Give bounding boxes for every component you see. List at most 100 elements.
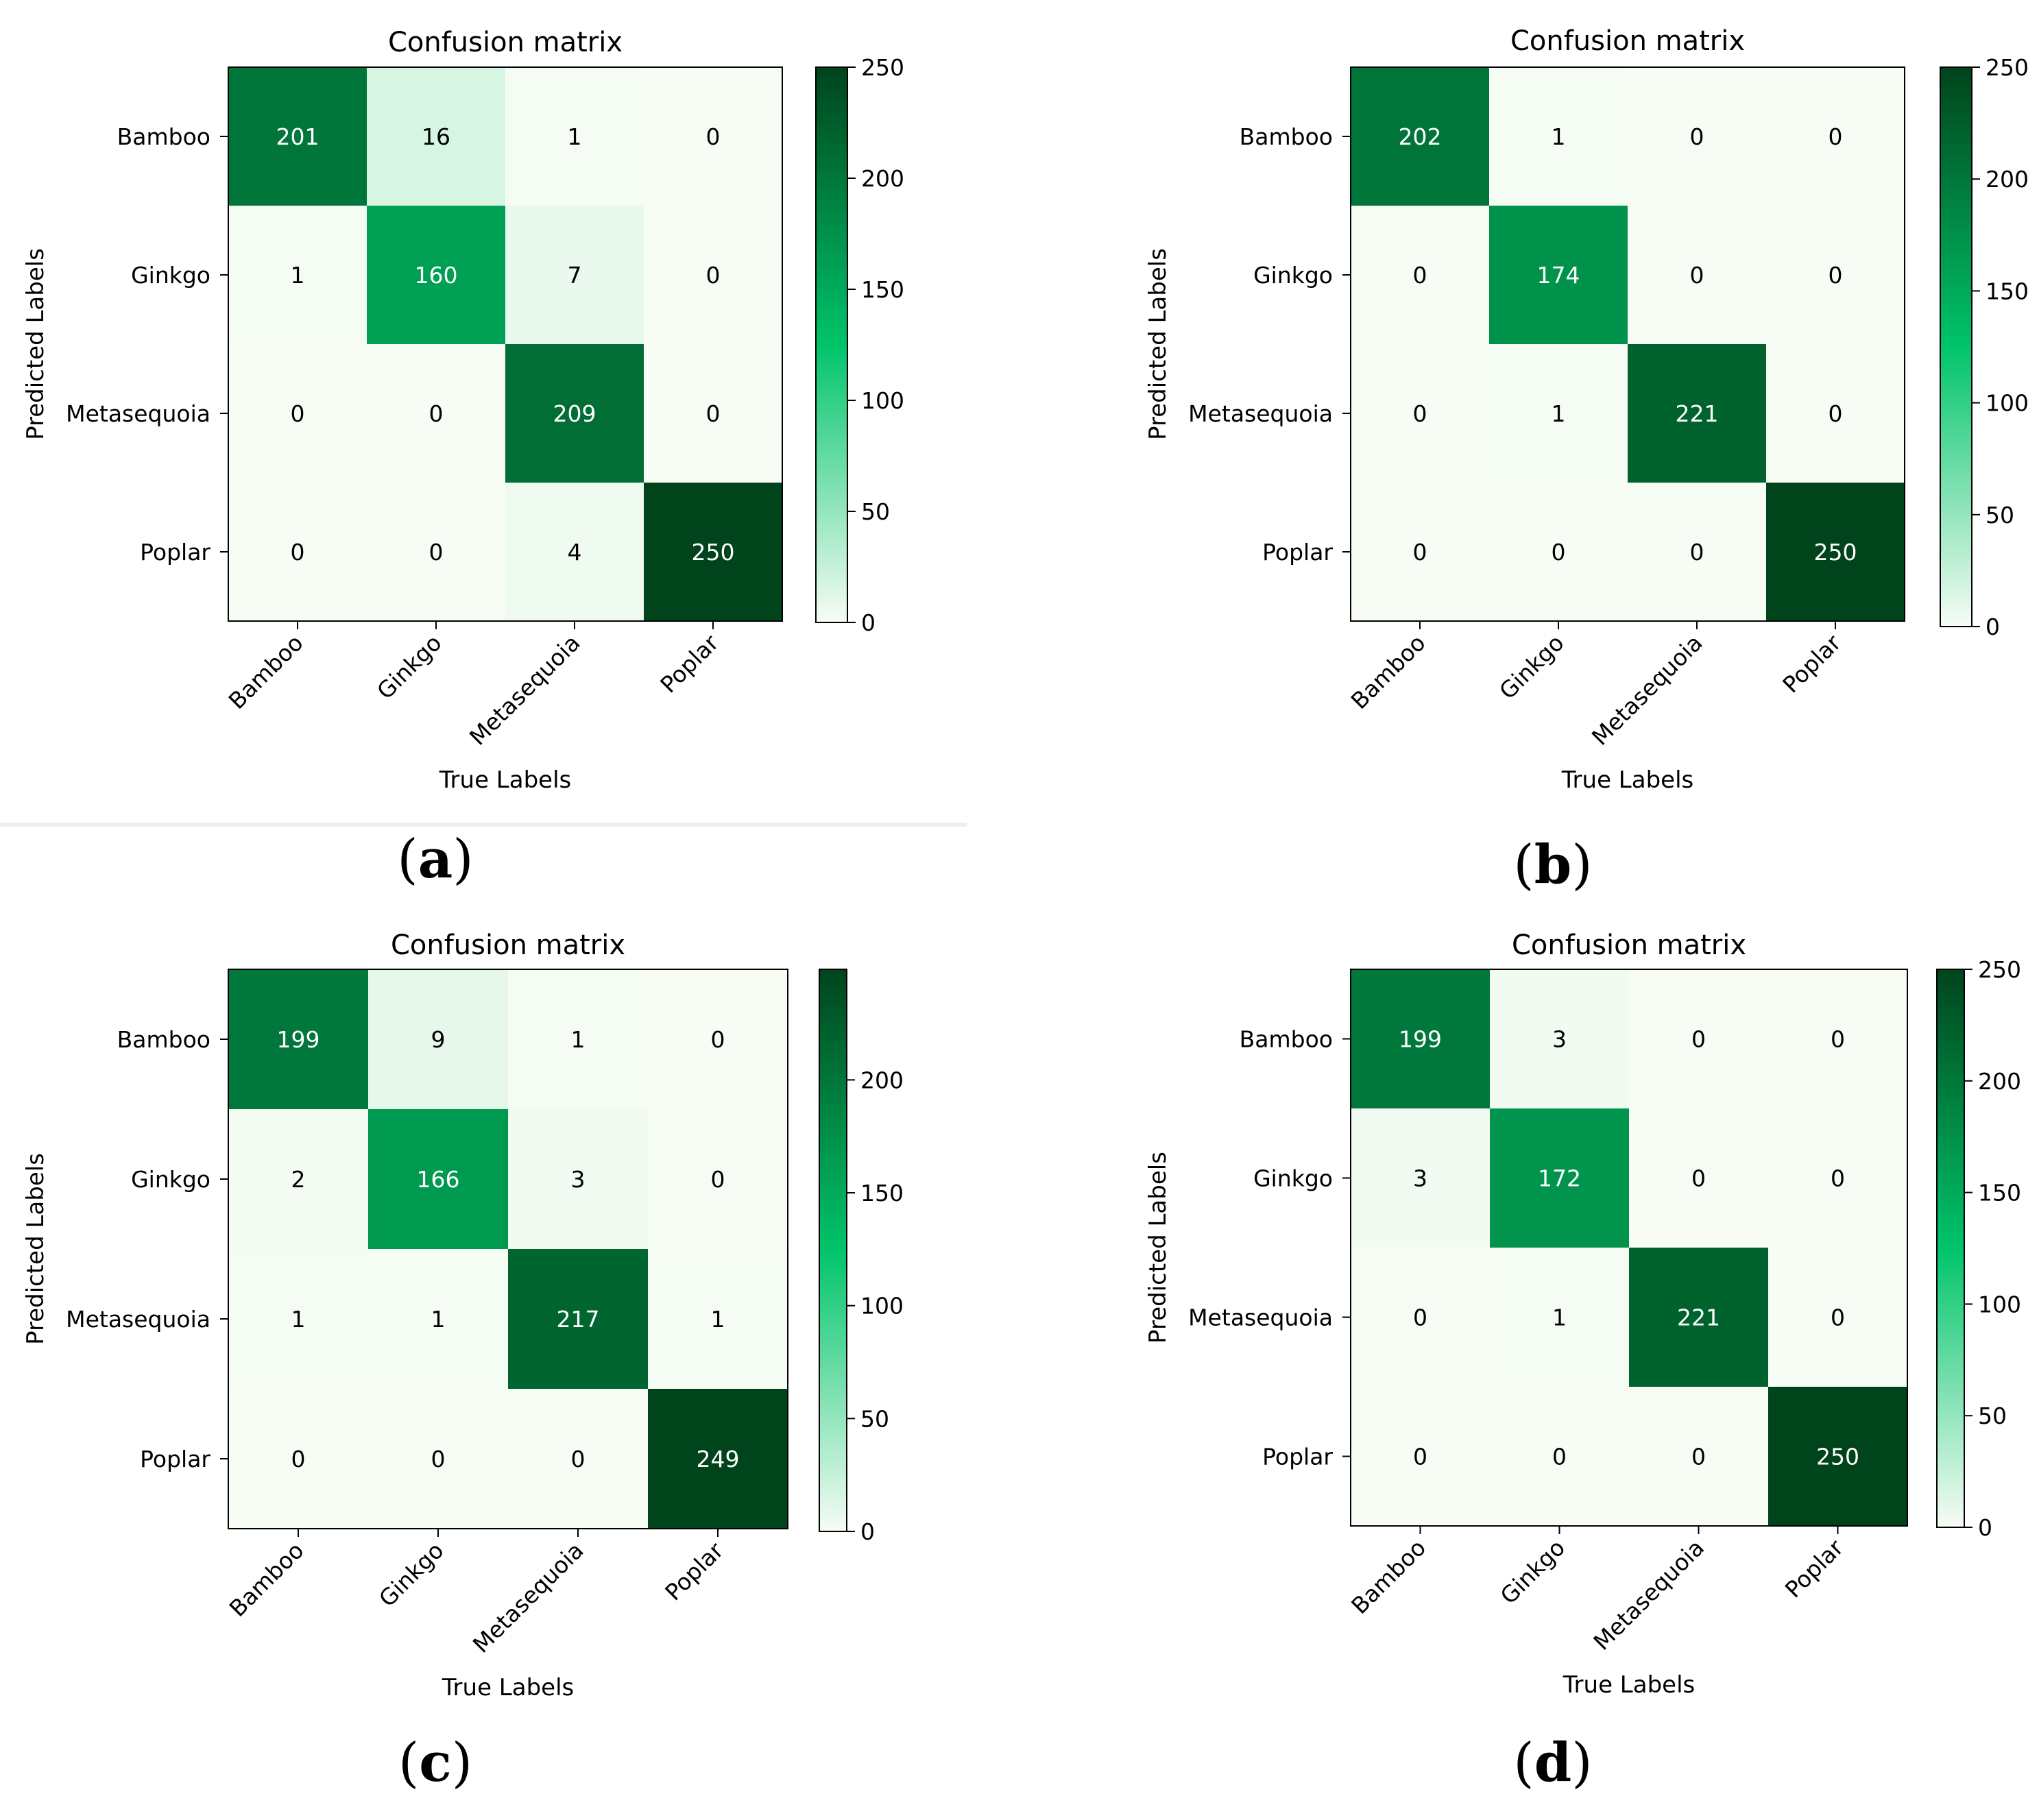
- cell-value-label: 0: [1691, 1165, 1706, 1192]
- plot-frame: [1350, 66, 1905, 622]
- cell-value-label: 217: [557, 1306, 600, 1333]
- cell-value-label: 7: [568, 262, 582, 289]
- confusion-matrix-panel: Confusion matrix 199 3 0 0 3 172 0 0 0 1 221 0 0 0 0 250…: [1144, 930, 2021, 1794]
- y-tick-label: Bamboo: [117, 123, 210, 150]
- cell-value-label: 0: [1690, 539, 1704, 566]
- cell-value-label: 0: [706, 123, 721, 150]
- y-tick-label: Poplar: [140, 539, 210, 566]
- panel-label: (c): [398, 1732, 472, 1794]
- cell-value-label: 0: [571, 1446, 586, 1472]
- heatmap-cell: [368, 1389, 509, 1529]
- colorbar-tick-label: 250: [861, 54, 904, 81]
- cell-value-label: 0: [711, 1026, 725, 1053]
- x-tick-label: Poplar: [655, 629, 724, 699]
- cell-value-label: 0: [291, 400, 305, 427]
- cell-value-label: 3: [571, 1166, 586, 1193]
- cell-value-label: 0: [1413, 1444, 1427, 1470]
- heatmap-cell: [1490, 1248, 1630, 1387]
- heatmap-cell: [1766, 483, 1905, 622]
- cell-value-label: 174: [1537, 262, 1580, 289]
- cell-value-label: 250: [1814, 539, 1857, 566]
- colorbar-tick-label: 250: [1978, 956, 2021, 983]
- plot-frame: [1350, 969, 1908, 1527]
- heatmap-cell: [228, 969, 369, 1110]
- heatmap-cell: [508, 969, 649, 1110]
- cell-value-label: 1: [571, 1026, 586, 1053]
- heatmap-cell: [644, 67, 783, 206]
- heatmap-cell: [1768, 1387, 1908, 1527]
- heatmap-cell: [228, 1249, 369, 1390]
- heatmap-cell: [648, 1109, 788, 1250]
- cell-value-label: 0: [1690, 123, 1704, 150]
- heatmap-cell: [1629, 1248, 1769, 1387]
- colorbar-tick-label: 0: [860, 1518, 875, 1545]
- cell-value-label: 166: [417, 1166, 460, 1193]
- heatmap-cell: [1490, 1108, 1630, 1248]
- colorbar-tick-label: 50: [861, 498, 890, 525]
- y-tick-label: Poplar: [1262, 539, 1333, 566]
- cell-value-label: 221: [1676, 400, 1719, 427]
- cell-value-label: 209: [553, 400, 596, 427]
- x-tick-label: Poplar: [1777, 629, 1846, 699]
- heatmap-cell: [644, 483, 783, 622]
- cell-value-label: 1: [431, 1306, 446, 1333]
- cell-value-label: 1: [1552, 1305, 1567, 1331]
- cell-value-label: 1: [291, 262, 305, 289]
- cell-value-label: 3: [1552, 1026, 1567, 1053]
- heatmap-cell: [367, 344, 506, 483]
- heatmap-cell: [368, 1109, 509, 1250]
- heatmap-cell: [228, 1389, 369, 1529]
- colorbar-tick-label: 200: [1978, 1068, 2021, 1095]
- cell-value-label: 0: [1831, 1305, 1845, 1331]
- colorbar-tick-label: 200: [861, 165, 904, 192]
- y-tick-label: Poplar: [1262, 1444, 1333, 1470]
- heatmap-cell: [1351, 483, 1490, 622]
- x-axis-label: True Labels: [439, 766, 571, 794]
- chart-title: Confusion matrix: [1510, 25, 1745, 57]
- heatmap-cell: [1628, 206, 1767, 345]
- cell-value-label: 1: [711, 1306, 725, 1333]
- cell-value-label: 4: [568, 539, 582, 566]
- colorbar-tick-label: 0: [1978, 1514, 1992, 1541]
- x-axis-label: True Labels: [1563, 1671, 1695, 1699]
- heatmap-cell: [1351, 67, 1490, 206]
- cell-value-label: 0: [706, 400, 721, 427]
- heatmap-cell: [1766, 67, 1905, 206]
- y-axis-label: Predicted Labels: [22, 248, 49, 440]
- y-tick-label: Ginkgo: [131, 262, 210, 289]
- heatmap-cell: [1489, 67, 1628, 206]
- colorbar-tick-label: 200: [1986, 166, 2029, 193]
- heatmap-cell: [505, 67, 644, 206]
- x-tick-label: Ginkgo: [1495, 1534, 1571, 1610]
- cell-value-label: 0: [1413, 262, 1427, 289]
- cell-value-label: 0: [431, 1446, 446, 1472]
- heatmap-cell: [648, 1389, 788, 1529]
- panel-label: (a): [397, 828, 473, 890]
- cell-value-label: 0: [1552, 539, 1566, 566]
- cell-value-label: 1: [1552, 123, 1566, 150]
- heatmap-cell: [1768, 1108, 1908, 1248]
- cell-value-label: 2: [291, 1166, 306, 1193]
- y-tick-label: Poplar: [140, 1446, 210, 1472]
- colorbar-tick-label: 100: [1986, 390, 2029, 417]
- y-tick-label: Ginkgo: [131, 1166, 210, 1193]
- cell-value-label: 1: [291, 1306, 306, 1333]
- colorbar-tick-label: 250: [1986, 54, 2029, 81]
- cell-value-label: 16: [422, 123, 450, 150]
- cell-value-label: 0: [429, 539, 444, 566]
- x-tick-label: Metasequoia: [1586, 629, 1708, 751]
- y-tick-label: Ginkgo: [1253, 262, 1333, 289]
- chart-title: Confusion matrix: [391, 930, 625, 961]
- cell-value-label: 199: [1399, 1026, 1442, 1053]
- cell-value-label: 201: [276, 123, 319, 150]
- heatmap-cell: [228, 1109, 369, 1250]
- cell-value-label: 9: [431, 1026, 446, 1053]
- cell-value-label: 3: [1413, 1165, 1427, 1192]
- colorbar-tick-label: 150: [861, 276, 904, 303]
- heatmap-cell: [1629, 1387, 1769, 1527]
- plot-frame: [228, 66, 783, 622]
- heatmap-cell: [368, 969, 509, 1110]
- colorbar-tick-label: 50: [860, 1405, 889, 1432]
